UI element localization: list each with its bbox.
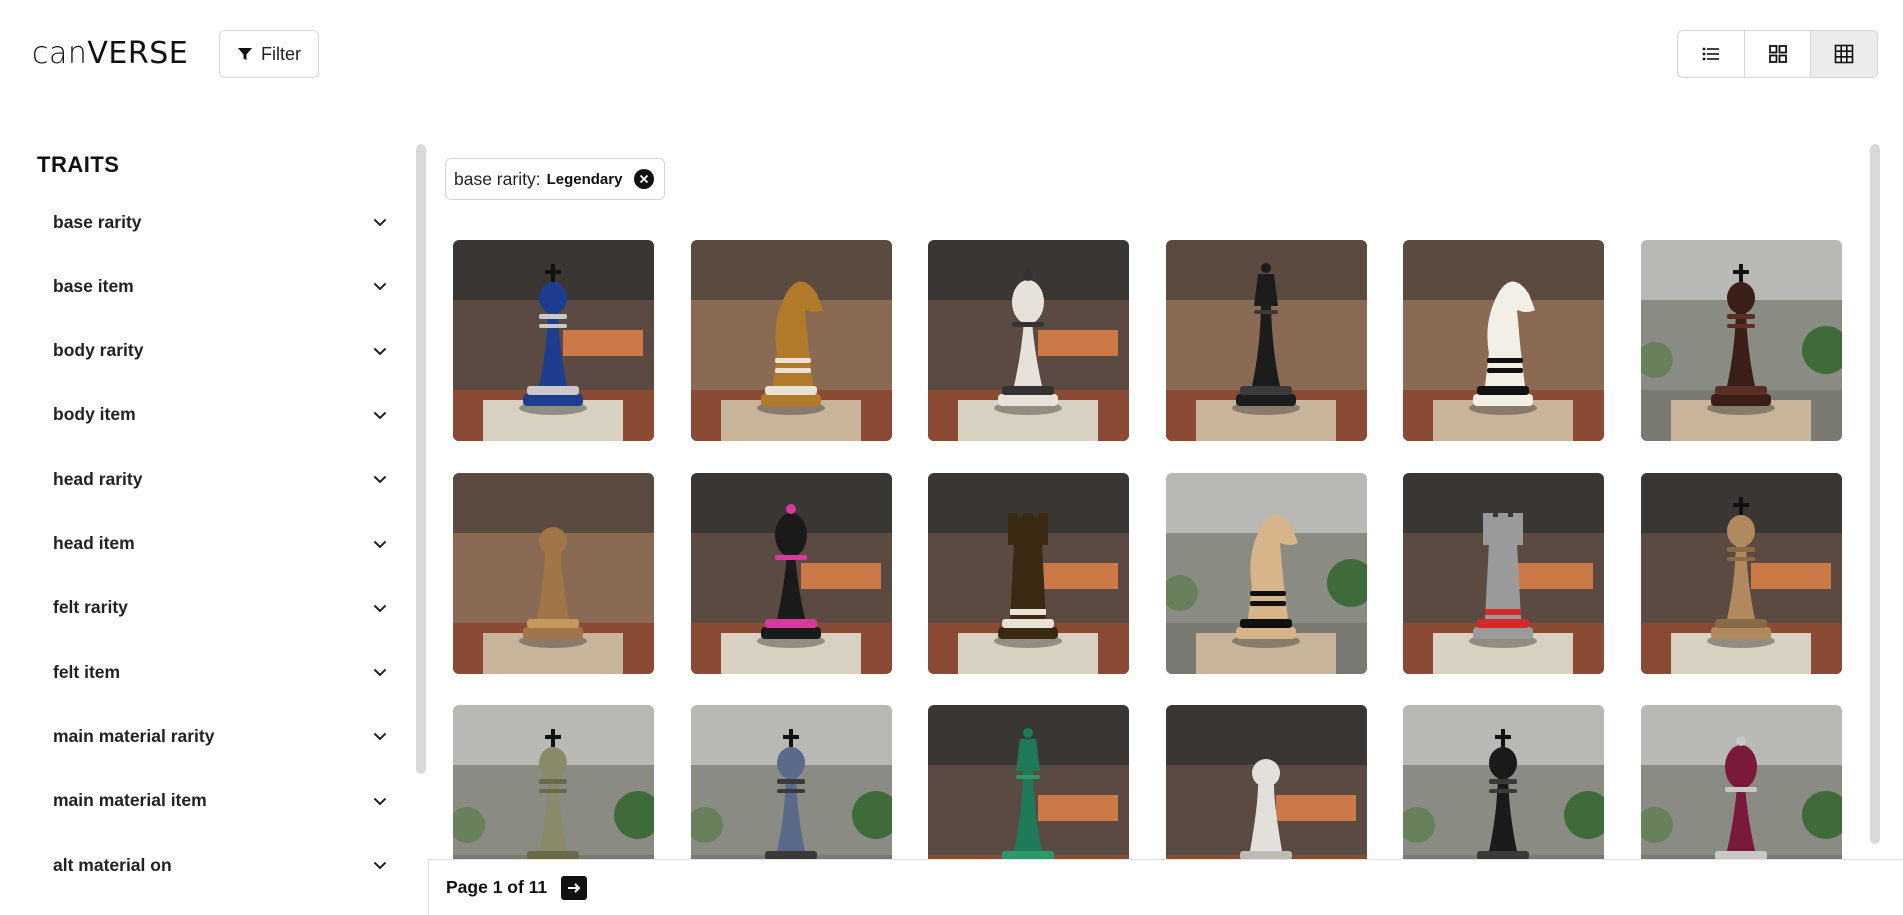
chevron-down-icon	[373, 668, 387, 677]
gallery-scrollbar[interactable]	[1870, 144, 1880, 844]
trait-label: head item	[53, 533, 135, 553]
top-bar: canVERSE Filter	[0, 0, 1903, 110]
chevron-down-icon	[373, 347, 387, 356]
trait-label: base item	[53, 275, 134, 296]
nft-card[interactable]	[1640, 472, 1842, 674]
pagination-bar: Page 1 of 11	[428, 859, 1903, 915]
large-grid-view-icon	[1768, 45, 1787, 63]
filter-funnel-icon	[238, 48, 252, 60]
list-view-icon	[1702, 47, 1719, 61]
trait-label: main material item	[53, 790, 207, 811]
nft-chess-piece-image	[1403, 472, 1604, 674]
small-grid-view-icon	[1834, 44, 1854, 64]
logo-text-can: can	[32, 36, 88, 71]
nft-card[interactable]	[690, 240, 892, 441]
nft-chess-piece-image	[453, 240, 654, 441]
trait-row-alt-material-on[interactable]: alt material on	[53, 845, 389, 885]
trait-row-head-item[interactable]: head item	[53, 524, 389, 564]
nft-chess-piece-image	[1165, 472, 1367, 674]
list-view-button[interactable]	[1678, 31, 1745, 77]
nft-card[interactable]	[1403, 240, 1604, 441]
trait-label: body rarity	[53, 340, 144, 361]
trait-row-body-item[interactable]: body item	[53, 395, 389, 435]
chevron-down-icon	[373, 475, 387, 484]
nft-card[interactable]	[928, 240, 1129, 441]
trait-label: felt item	[53, 661, 121, 682]
nft-card[interactable]	[1640, 240, 1842, 441]
nft-chess-piece-image	[453, 472, 654, 674]
nft-chess-piece-image	[928, 240, 1129, 441]
nft-chess-piece-image	[1165, 240, 1367, 441]
nft-card[interactable]	[1403, 472, 1604, 674]
filter-button[interactable]: Filter	[219, 30, 319, 78]
small-grid-view-button[interactable]	[1811, 31, 1877, 77]
arrow-right-icon	[568, 882, 581, 893]
trait-label: head rarity	[53, 468, 143, 489]
chevron-down-icon	[373, 797, 387, 806]
trait-row-base-rarity[interactable]: base rarity	[53, 202, 389, 242]
trait-label: alt material on	[53, 854, 172, 875]
active-filter-chip: base rarity: Legendary	[445, 158, 666, 200]
trait-row-felt-item[interactable]: felt item	[53, 652, 389, 692]
chevron-down-icon	[373, 861, 387, 870]
trait-label: main material rarity	[53, 725, 215, 746]
traits-heading: TRAITS	[37, 152, 120, 177]
nft-chess-piece-image	[1403, 240, 1604, 441]
trait-row-head-rarity[interactable]: head rarity	[53, 459, 389, 499]
trait-label: base rarity	[53, 211, 142, 232]
trait-row-base-item[interactable]: base item	[53, 266, 389, 306]
filter-button-label: Filter	[261, 43, 301, 64]
chevron-down-icon	[373, 733, 387, 741]
canverse-logo[interactable]: canVERSE	[32, 36, 188, 71]
trait-row-main-material-rarity[interactable]: main material rarity	[53, 716, 389, 756]
page-indicator: Page 1 of 11	[446, 877, 548, 897]
nft-chess-piece-image	[928, 472, 1129, 674]
trait-label: body item	[53, 404, 136, 425]
remove-filter-button[interactable]	[634, 169, 655, 189]
view-mode-toggle	[1677, 30, 1878, 78]
sidebar-scrollbar[interactable]	[416, 144, 426, 774]
nft-card[interactable]	[453, 472, 654, 674]
filter-chip-key: base rarity:	[454, 168, 541, 189]
logo-text-verse: VERSE	[87, 36, 189, 71]
filter-chip-value: Legendary	[546, 170, 623, 188]
nft-chess-piece-image	[1640, 240, 1842, 441]
nft-card[interactable]	[1165, 240, 1367, 441]
chevron-down-icon	[373, 218, 387, 227]
nft-chess-piece-image	[1640, 472, 1842, 674]
large-grid-view-button[interactable]	[1745, 31, 1812, 77]
nft-card[interactable]	[1165, 472, 1367, 674]
chevron-down-icon	[373, 411, 387, 420]
trait-row-felt-rarity[interactable]: felt rarity	[53, 588, 389, 628]
nft-card[interactable]	[928, 472, 1129, 674]
chevron-down-icon	[373, 604, 387, 613]
chevron-down-icon	[373, 283, 387, 291]
nft-chess-piece-image	[690, 472, 892, 674]
nft-chess-piece-image	[690, 240, 892, 441]
traits-sidebar: TRAITS base rarity base item body rarity bo…	[0, 140, 414, 915]
trait-row-main-material-item[interactable]: main material item	[53, 781, 389, 821]
chevron-down-icon	[373, 540, 387, 548]
close-icon	[640, 174, 649, 184]
trait-row-body-rarity[interactable]: body rarity	[53, 331, 389, 371]
gallery-panel: base rarity: Legendary	[428, 140, 1880, 915]
nft-card[interactable]	[453, 240, 654, 441]
next-page-button[interactable]	[561, 875, 588, 900]
nft-card[interactable]	[690, 472, 892, 674]
trait-label: felt rarity	[53, 597, 128, 618]
